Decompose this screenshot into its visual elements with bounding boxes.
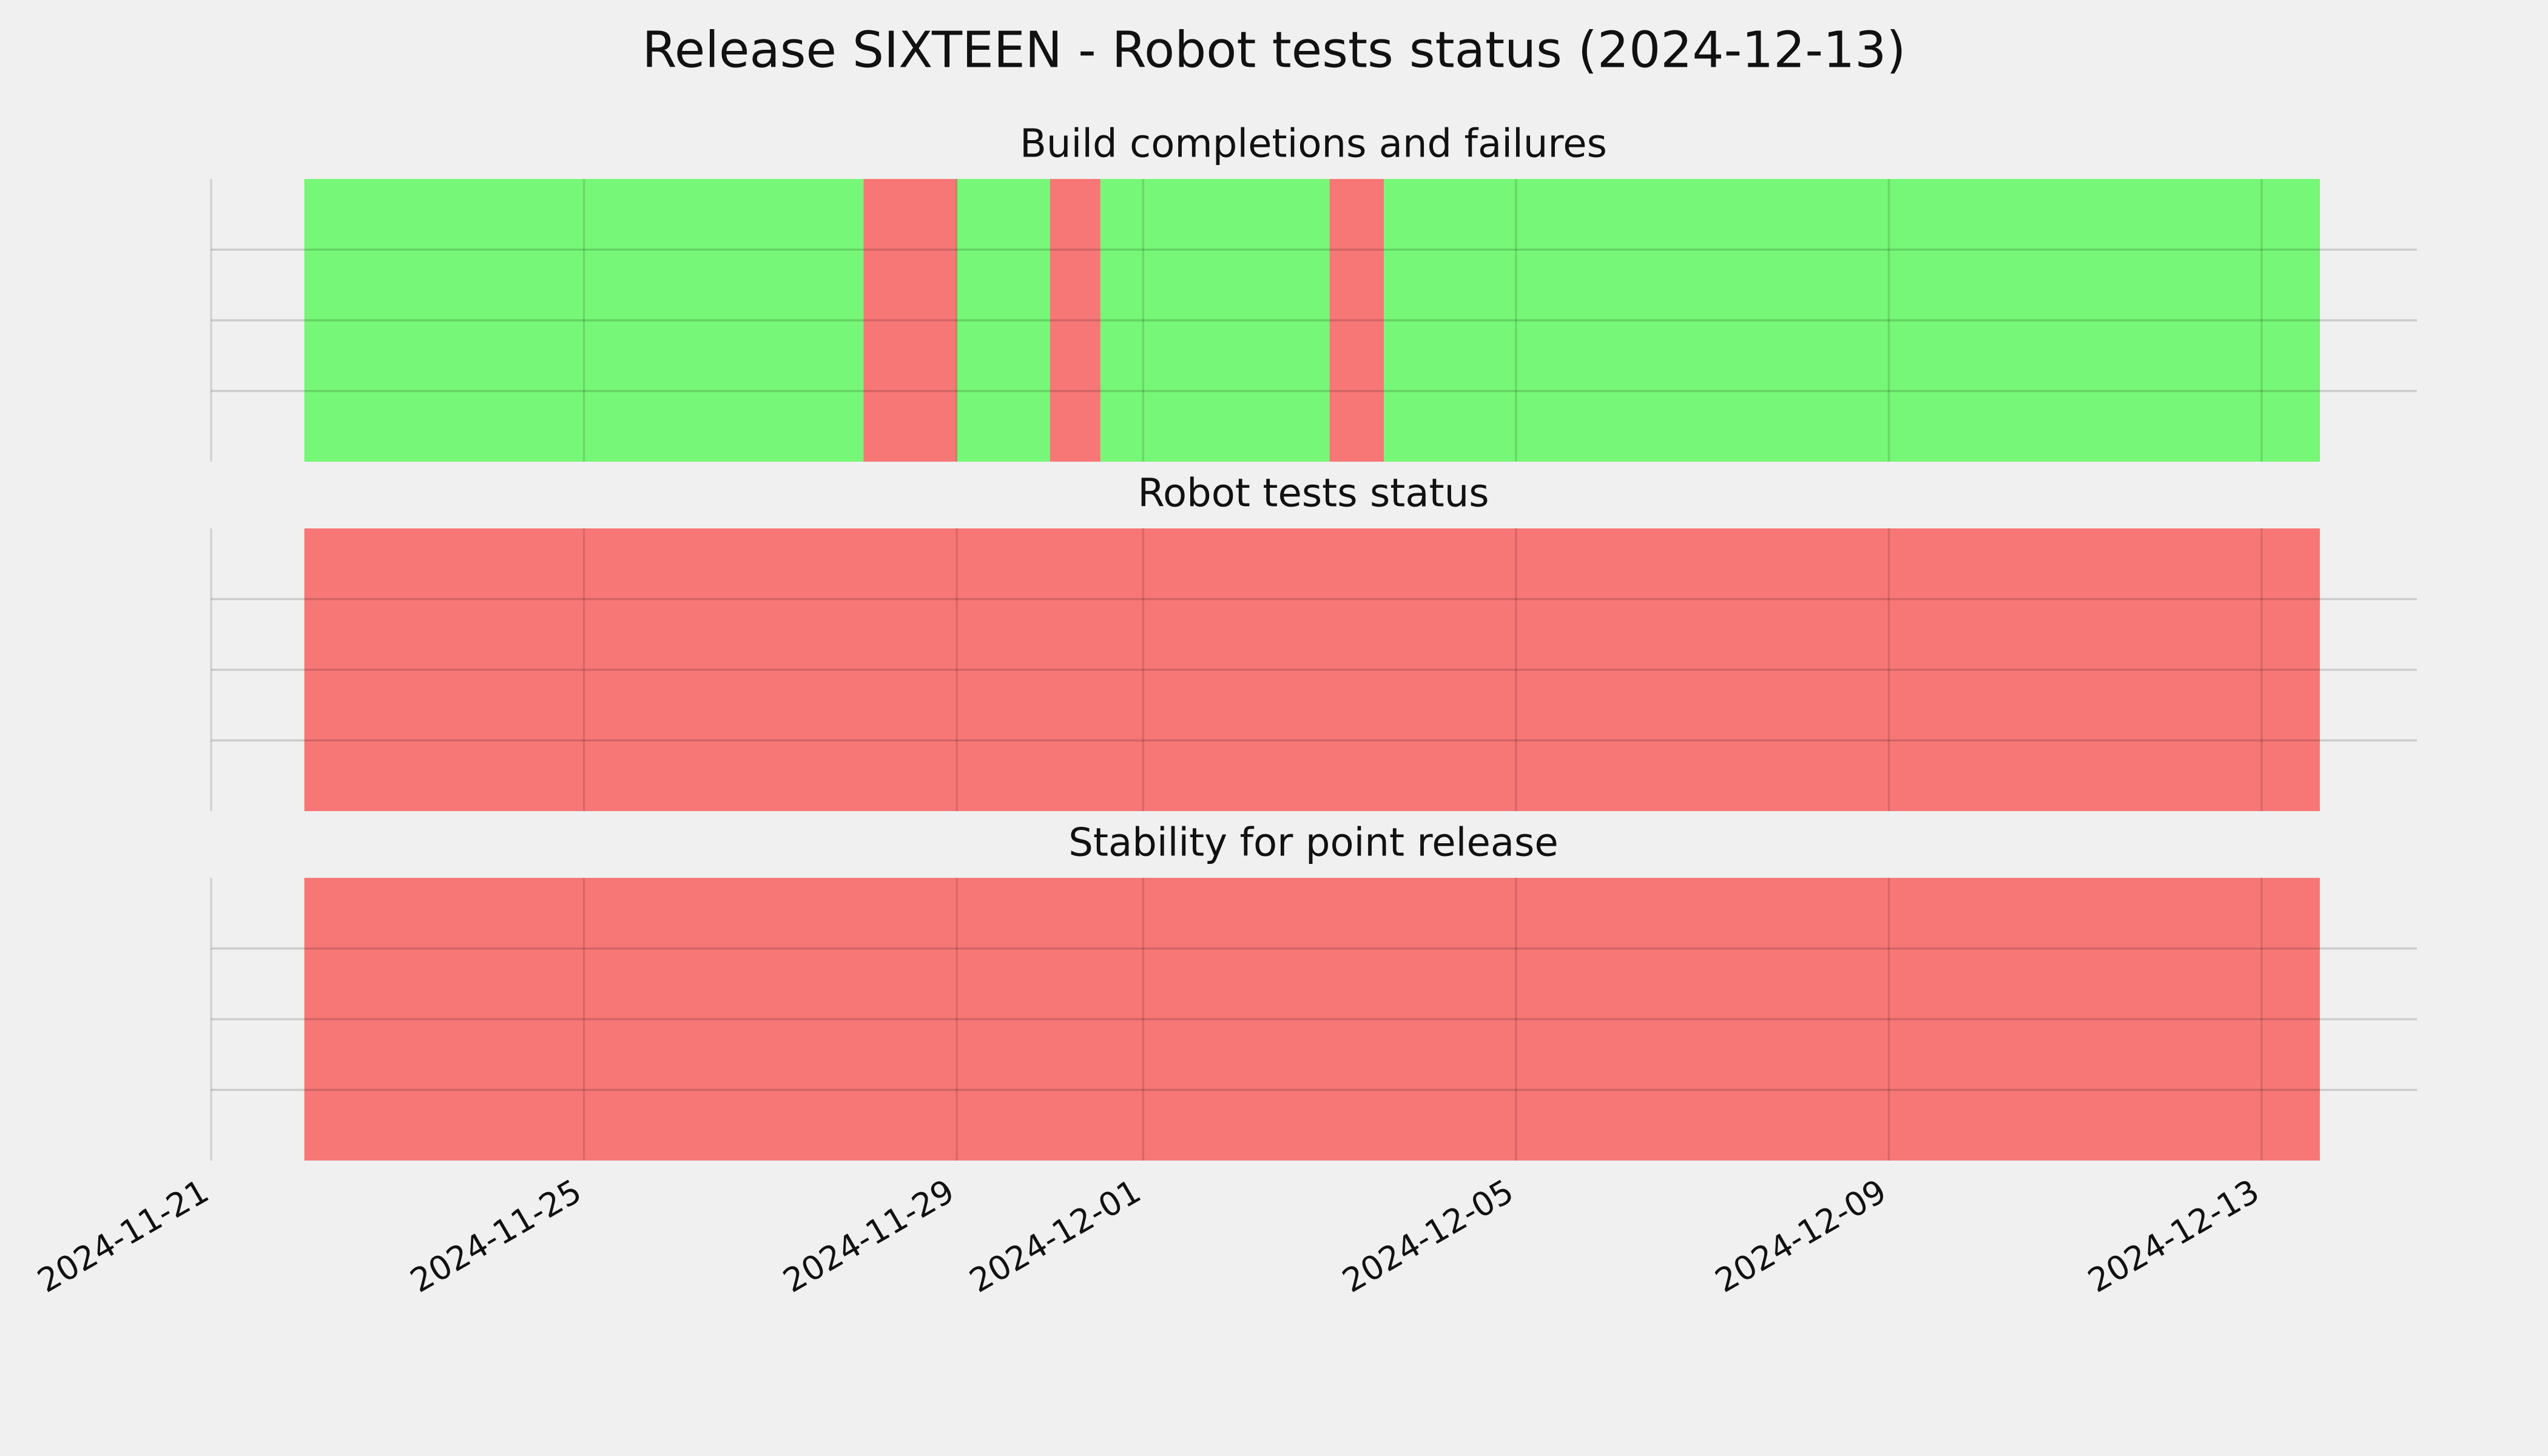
status-segment xyxy=(957,179,1050,462)
status-segment xyxy=(304,179,864,462)
status-segment xyxy=(1384,179,2320,462)
panel-title: Stability for point release xyxy=(1068,821,1559,866)
status-segment xyxy=(1100,179,1330,462)
status-segment xyxy=(1050,179,1100,462)
status-segment xyxy=(304,528,2320,811)
status-segment xyxy=(1329,179,1384,462)
status-segment xyxy=(304,878,2320,1161)
panel-title: Robot tests status xyxy=(1138,471,1489,516)
status-segment xyxy=(863,179,957,462)
chart-title: Release SIXTEEN - Robot tests status (20… xyxy=(642,21,1906,79)
panel-title: Build completions and failures xyxy=(1020,122,1607,167)
